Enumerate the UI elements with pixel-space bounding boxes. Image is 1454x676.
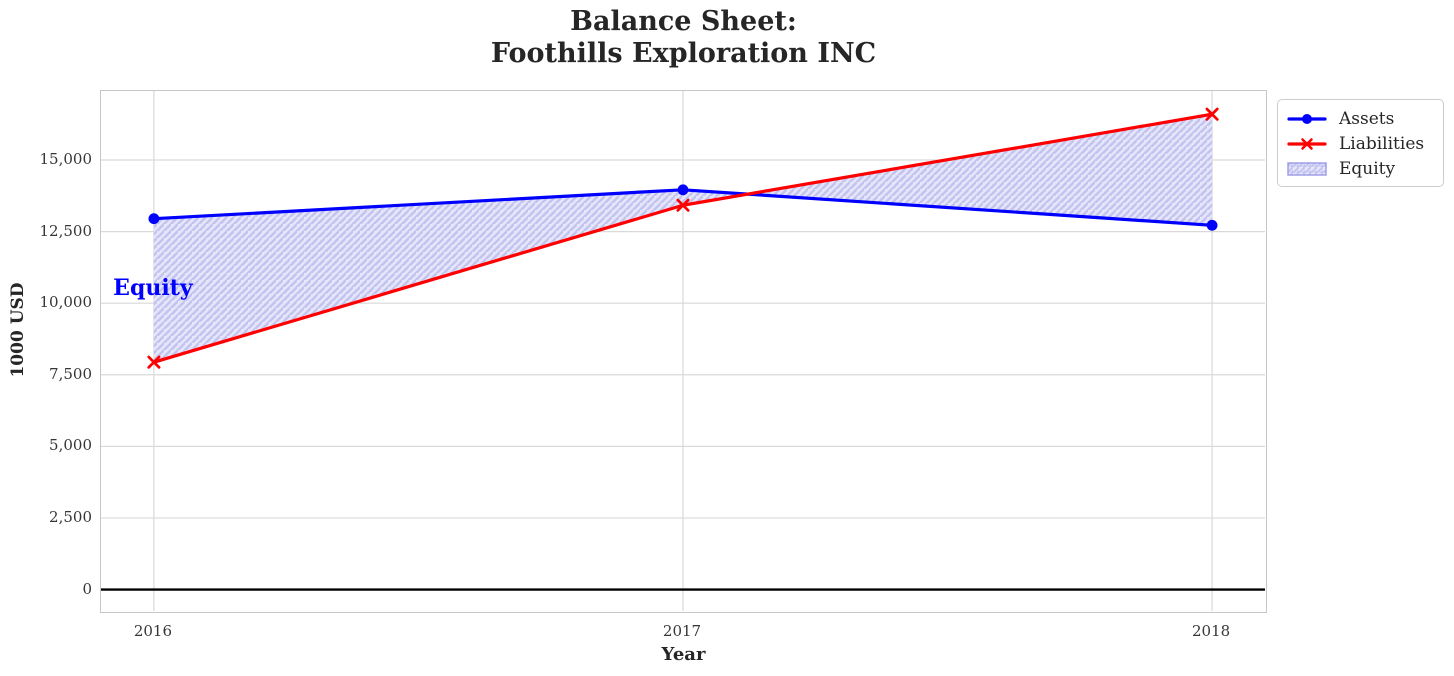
legend-item-liabilities: Liabilities	[1287, 133, 1435, 155]
y-tick-label: 7,500	[49, 364, 92, 383]
x-tick-label: 2017	[662, 622, 702, 640]
legend-label-equity: Equity	[1339, 159, 1396, 179]
equity-patch-icon	[1287, 162, 1327, 176]
x-axis-label: Year	[661, 644, 706, 665]
plot-canvas	[101, 91, 1265, 611]
x-tick-label: 2016	[133, 622, 172, 640]
assets-line-icon	[1287, 114, 1327, 124]
y-tick-label: 0	[82, 579, 92, 598]
equity-annotation: Equity	[113, 275, 193, 302]
legend-item-assets: Assets	[1287, 108, 1435, 130]
y-tick-label: 2,500	[49, 507, 92, 526]
y-tick-label: 10,000	[39, 293, 93, 312]
legend-item-equity: Equity	[1287, 158, 1435, 180]
y-tick-label: 12,500	[39, 221, 93, 240]
legend: Assets Liabilities Equity	[1277, 99, 1444, 187]
y-tick-label: 15,000	[39, 150, 93, 168]
legend-label-assets: Assets	[1339, 109, 1395, 129]
liabilities-line-icon	[1287, 138, 1327, 150]
plot-area	[100, 90, 1267, 613]
legend-label-liabilities: Liabilities	[1339, 134, 1425, 154]
chart-title: Balance Sheet: Foothills Exploration INC	[100, 6, 1267, 70]
chart-title-line1: Balance Sheet:	[570, 6, 797, 37]
y-tick-label: 5,000	[49, 436, 92, 455]
chart-title-line2: Foothills Exploration INC	[490, 37, 877, 69]
x-tick-label: 2018	[1191, 622, 1231, 640]
